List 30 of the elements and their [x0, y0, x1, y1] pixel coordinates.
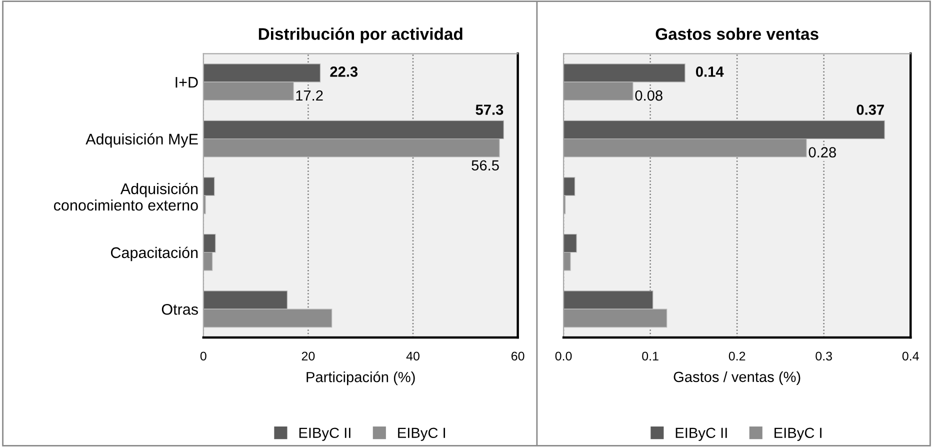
- x-tick-label: 0.2: [728, 352, 746, 361]
- legend-label: EIByC II: [299, 428, 350, 441]
- y-tick-label: I+D: [176, 77, 198, 88]
- chart-title: Distribución por actividad: [258, 28, 462, 44]
- y-tick-label: Adquisición MyE: [86, 133, 198, 148]
- legend-label: EIByC I: [774, 428, 822, 441]
- data-label: 0.28: [808, 147, 836, 158]
- data-label: 0.14: [696, 66, 724, 77]
- x-tick-label: 60: [512, 352, 524, 361]
- x-axis-title: Participación (%): [306, 371, 415, 386]
- y-tick-label: Capacitación: [110, 246, 198, 262]
- x-axis-title: Gastos / ventas (%): [674, 371, 800, 385]
- x-tick-label: 0: [200, 352, 206, 361]
- chart-title: Gastos sobre ventas: [656, 28, 818, 40]
- legend-label: EIByC I: [398, 428, 445, 441]
- y-tick-label: Otras: [162, 304, 198, 315]
- data-label: 0.37: [856, 104, 884, 115]
- x-tick-label: 0.1: [642, 352, 658, 361]
- data-label: 22.3: [330, 66, 358, 77]
- data-label: 56.5: [472, 160, 499, 171]
- x-tick-label: 0.0: [555, 352, 572, 361]
- x-tick-label: 20: [302, 352, 315, 361]
- data-label: 0.08: [635, 90, 662, 101]
- x-tick-label: 40: [406, 352, 420, 361]
- data-label: 17.2: [296, 90, 323, 101]
- x-tick-label: 0.4: [902, 352, 919, 361]
- data-label: 57.3: [476, 104, 504, 115]
- legend-label: EIByC II: [676, 428, 727, 441]
- x-tick-label: 0.3: [816, 352, 832, 361]
- y-tick-label: Adquisición conocimiento externo: [54, 182, 198, 211]
